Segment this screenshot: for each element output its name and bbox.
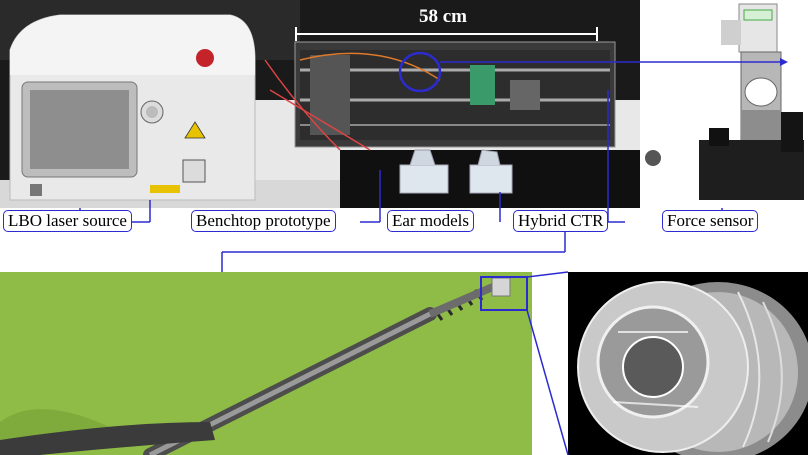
dimension-58cm-line (295, 27, 598, 41)
benchtop-frame (264, 41, 616, 151)
label-ear-models: Ear models (387, 210, 474, 232)
force-sensor-photo (641, 0, 808, 208)
zoom-box (480, 276, 528, 311)
label-hybrid-ctr: Hybrid CTR (513, 210, 609, 232)
label-benchtop-prototype: Benchtop prototype (191, 210, 336, 232)
label-force-sensor: Force sensor (662, 210, 759, 232)
dimension-label: 58 cm (419, 6, 468, 27)
hybrid-ctr-illustration (0, 272, 532, 455)
benchtop-setup-photo: 58 cm (0, 0, 640, 208)
highlight-circle (398, 51, 442, 93)
benchtop-setup-illustration (0, 0, 640, 208)
tip-closeup-photo (568, 272, 808, 455)
laser-machine (9, 14, 256, 201)
tip-closeup-illustration (568, 272, 808, 455)
label-laser-source: LBO laser source (3, 210, 132, 232)
force-sensor-illustration (641, 0, 808, 208)
ear-models (399, 149, 513, 194)
hybrid-ctr-photo (0, 272, 532, 455)
